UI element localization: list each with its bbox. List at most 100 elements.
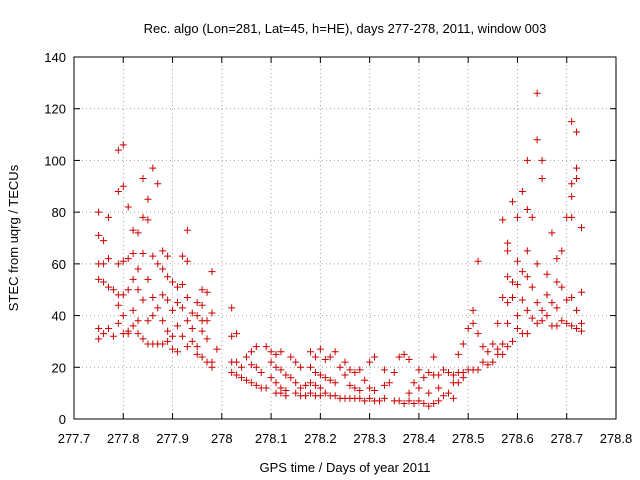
data-point — [504, 247, 512, 255]
data-point — [95, 335, 103, 343]
data-point — [499, 293, 507, 301]
data-point — [233, 371, 241, 379]
data-point — [356, 387, 364, 395]
data-point — [129, 306, 137, 314]
data-point — [134, 229, 142, 237]
data-point — [494, 319, 502, 327]
data-point — [474, 366, 482, 374]
data-point — [499, 350, 507, 358]
data-point — [119, 257, 127, 265]
data-point — [149, 293, 157, 301]
data-point — [558, 283, 566, 291]
data-point — [400, 350, 408, 358]
data-point — [479, 343, 487, 351]
data-point — [164, 273, 172, 281]
data-point — [375, 397, 383, 405]
data-point — [558, 247, 566, 255]
data-point — [277, 366, 285, 374]
data-point — [361, 397, 369, 405]
data-point — [504, 299, 512, 307]
data-point — [129, 226, 137, 234]
data-point — [435, 371, 443, 379]
data-point — [523, 306, 531, 314]
data-point — [164, 337, 172, 345]
data-point — [326, 376, 334, 384]
data-point — [183, 293, 191, 301]
data-point — [124, 203, 132, 211]
data-point — [366, 394, 374, 402]
data-point — [173, 299, 181, 307]
data-point — [188, 325, 196, 332]
data-point — [272, 379, 280, 387]
data-point — [247, 361, 255, 369]
data-point — [553, 322, 561, 330]
data-point — [100, 237, 108, 245]
data-point — [173, 283, 181, 291]
data-point — [164, 327, 172, 335]
data-point — [316, 384, 324, 392]
data-point — [523, 247, 531, 255]
data-point — [272, 350, 280, 358]
data-point — [307, 348, 315, 356]
x-tick-label: 278.4 — [403, 431, 436, 446]
data-point — [119, 141, 127, 149]
data-point — [100, 330, 108, 338]
data-point — [504, 343, 512, 351]
data-point — [149, 164, 157, 172]
data-point — [538, 175, 546, 183]
data-point — [346, 381, 354, 389]
data-point — [415, 366, 423, 374]
data-point — [543, 312, 551, 320]
data-point — [425, 402, 433, 410]
data-point — [568, 118, 576, 126]
data-point — [420, 374, 428, 382]
data-point — [169, 306, 177, 314]
data-point — [533, 136, 541, 144]
data-point — [193, 343, 201, 351]
data-point — [331, 392, 339, 400]
data-point — [484, 348, 492, 356]
data-point — [292, 379, 300, 387]
data-point — [139, 335, 147, 343]
data-point — [109, 286, 117, 294]
data-point — [159, 317, 167, 325]
data-point — [410, 399, 418, 407]
data-point — [193, 299, 201, 307]
data-point — [292, 389, 300, 397]
data-point — [183, 317, 191, 325]
data-point — [208, 268, 216, 276]
data-point — [119, 312, 127, 320]
data-point — [509, 278, 517, 286]
data-point — [513, 257, 521, 265]
data-point — [578, 224, 586, 232]
data-point — [169, 278, 177, 286]
data-point — [124, 255, 132, 263]
data-point — [568, 322, 576, 330]
data-point — [164, 252, 172, 260]
data-point — [272, 363, 280, 371]
data-point — [568, 293, 576, 301]
x-tick-label: 278.6 — [501, 431, 534, 446]
data-point — [361, 376, 369, 384]
data-point — [262, 384, 270, 392]
data-point — [444, 389, 452, 397]
data-point — [380, 366, 388, 374]
data-point — [499, 340, 507, 348]
data-point — [533, 89, 541, 97]
data-point — [134, 265, 142, 273]
data-point — [228, 368, 236, 376]
gridlines — [74, 57, 616, 419]
data-point — [257, 368, 265, 376]
data-point — [553, 255, 561, 263]
data-point — [178, 304, 186, 312]
data-point — [242, 376, 250, 384]
data-point — [321, 374, 329, 382]
data-point — [385, 379, 393, 387]
data-point — [203, 317, 211, 325]
data-point — [95, 208, 103, 216]
data-point — [173, 348, 181, 356]
data-point — [154, 260, 162, 268]
data-point — [297, 384, 305, 392]
data-point — [400, 399, 408, 407]
